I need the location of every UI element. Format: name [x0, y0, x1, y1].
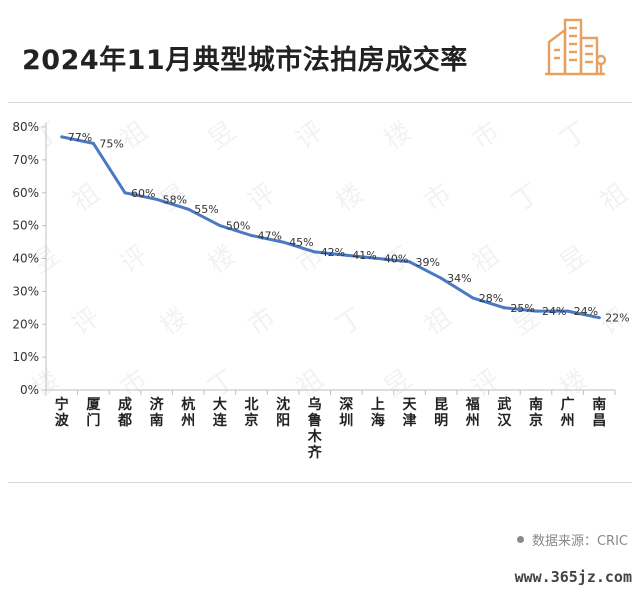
x-tick-label: 深圳 [339, 396, 353, 429]
x-tick-label: 宁波 [55, 396, 70, 429]
watermark-glyph: 楼 [203, 240, 242, 279]
watermark-glyph: 楼 [155, 302, 194, 341]
x-tick-label: 北京 [244, 397, 258, 429]
data-point [313, 250, 317, 254]
data-label: 47% [257, 229, 281, 242]
data-label: 55% [194, 203, 218, 216]
watermark-glyph: 祖 [467, 240, 506, 279]
footer-divider [8, 482, 632, 483]
y-tick-label: 20% [12, 317, 39, 331]
header-divider [8, 102, 632, 103]
watermark-glyph: 评 [291, 116, 330, 155]
line-chart: 丁祖昱评楼市丁祖昱评楼市丁祖昱评楼市丁祖昱评楼市丁祖昱评楼市丁祖昱评楼0%10%… [12, 116, 634, 461]
data-label: 24% [542, 305, 566, 318]
x-tick-label: 广州 [560, 396, 575, 429]
data-point [60, 135, 64, 139]
watermark-glyph: 昱 [555, 240, 594, 279]
x-tick-label: 沈阳 [276, 396, 290, 429]
data-label: 50% [226, 220, 250, 233]
x-tick-label: 大连 [213, 396, 228, 429]
y-tick-label: 80% [12, 120, 39, 134]
watermark-glyph: 评 [115, 240, 154, 279]
data-point [123, 191, 127, 195]
data-label: 77% [68, 131, 92, 144]
data-label: 45% [289, 236, 313, 249]
source-note: 数据来源：CRIC [516, 530, 628, 549]
city-buildings-icon [545, 18, 607, 76]
y-tick-label: 70% [12, 153, 39, 167]
data-point [566, 309, 570, 313]
y-tick-label: 40% [12, 252, 39, 266]
data-label: 39% [416, 256, 440, 269]
watermark-glyph: 昱 [203, 116, 242, 155]
data-point [344, 253, 348, 257]
watermark-glyph: 丁 [555, 116, 594, 155]
x-tick-label: 南昌 [592, 396, 606, 429]
x-tick-label: 成都 [117, 396, 132, 429]
data-point [186, 207, 190, 211]
data-point [249, 233, 253, 237]
x-tick-label: 南京 [529, 396, 543, 429]
data-point [218, 224, 222, 228]
watermark-glyph: 祖 [419, 302, 458, 341]
data-label: 40% [384, 253, 408, 266]
x-tick-label: 乌鲁木齐 [307, 396, 323, 461]
data-point [376, 257, 380, 260]
watermark-glyph: 市 [467, 116, 506, 155]
data-label: 24% [574, 305, 598, 318]
watermark-glyph: 祖 [67, 178, 106, 217]
data-label: 25% [510, 302, 534, 315]
bullet-icon [516, 536, 524, 543]
data-label: 60% [131, 187, 155, 200]
data-label: 58% [163, 193, 187, 206]
y-tick-label: 50% [12, 219, 39, 233]
watermark-glyph: 丁 [507, 178, 546, 217]
data-point [408, 260, 412, 264]
y-tick-label: 0% [20, 383, 39, 397]
y-tick-label: 10% [12, 350, 39, 364]
watermark-glyph: 市 [419, 178, 458, 217]
series-line [60, 135, 601, 320]
site-watermark: www.365jz.com [514, 568, 632, 586]
data-point [534, 309, 538, 313]
data-label: 34% [447, 272, 471, 285]
data-label: 41% [352, 249, 376, 262]
watermark-glyph: 丁 [331, 302, 370, 341]
data-point [502, 306, 506, 310]
watermark-glyph: 市 [243, 302, 282, 341]
data-label: 75% [99, 137, 123, 150]
data-label: 28% [479, 292, 503, 305]
x-tick-label: 厦门 [86, 397, 101, 429]
data-point [155, 197, 159, 201]
watermark-glyph: 祖 [595, 178, 634, 217]
y-tick-label: 60% [12, 186, 39, 200]
x-tick-label: 武汉 [497, 396, 512, 429]
data-label: 42% [321, 246, 345, 259]
source-label: 数据来源：CRIC [531, 534, 628, 549]
x-tick-label: 昆明 [434, 397, 448, 429]
y-tick-label: 30% [12, 284, 39, 298]
data-point [91, 141, 95, 145]
chart-title: 2024年11月典型城市法拍房成交率 [22, 45, 468, 76]
data-label: 22% [605, 312, 629, 325]
x-tick-label: 天津 [403, 397, 418, 429]
watermark-glyph: 楼 [331, 178, 370, 217]
x-tick-label: 杭州 [180, 396, 195, 429]
x-tick-label: 福州 [465, 396, 480, 429]
x-tick-label: 上海 [371, 397, 385, 429]
data-point [471, 296, 475, 300]
x-tick-label: 济南 [150, 396, 165, 429]
watermark-glyph: 楼 [379, 116, 418, 155]
data-point [439, 276, 443, 280]
watermark-glyph: 评 [67, 302, 106, 341]
watermark-glyph: 评 [243, 178, 282, 217]
data-point [597, 316, 601, 320]
data-point [281, 240, 285, 244]
